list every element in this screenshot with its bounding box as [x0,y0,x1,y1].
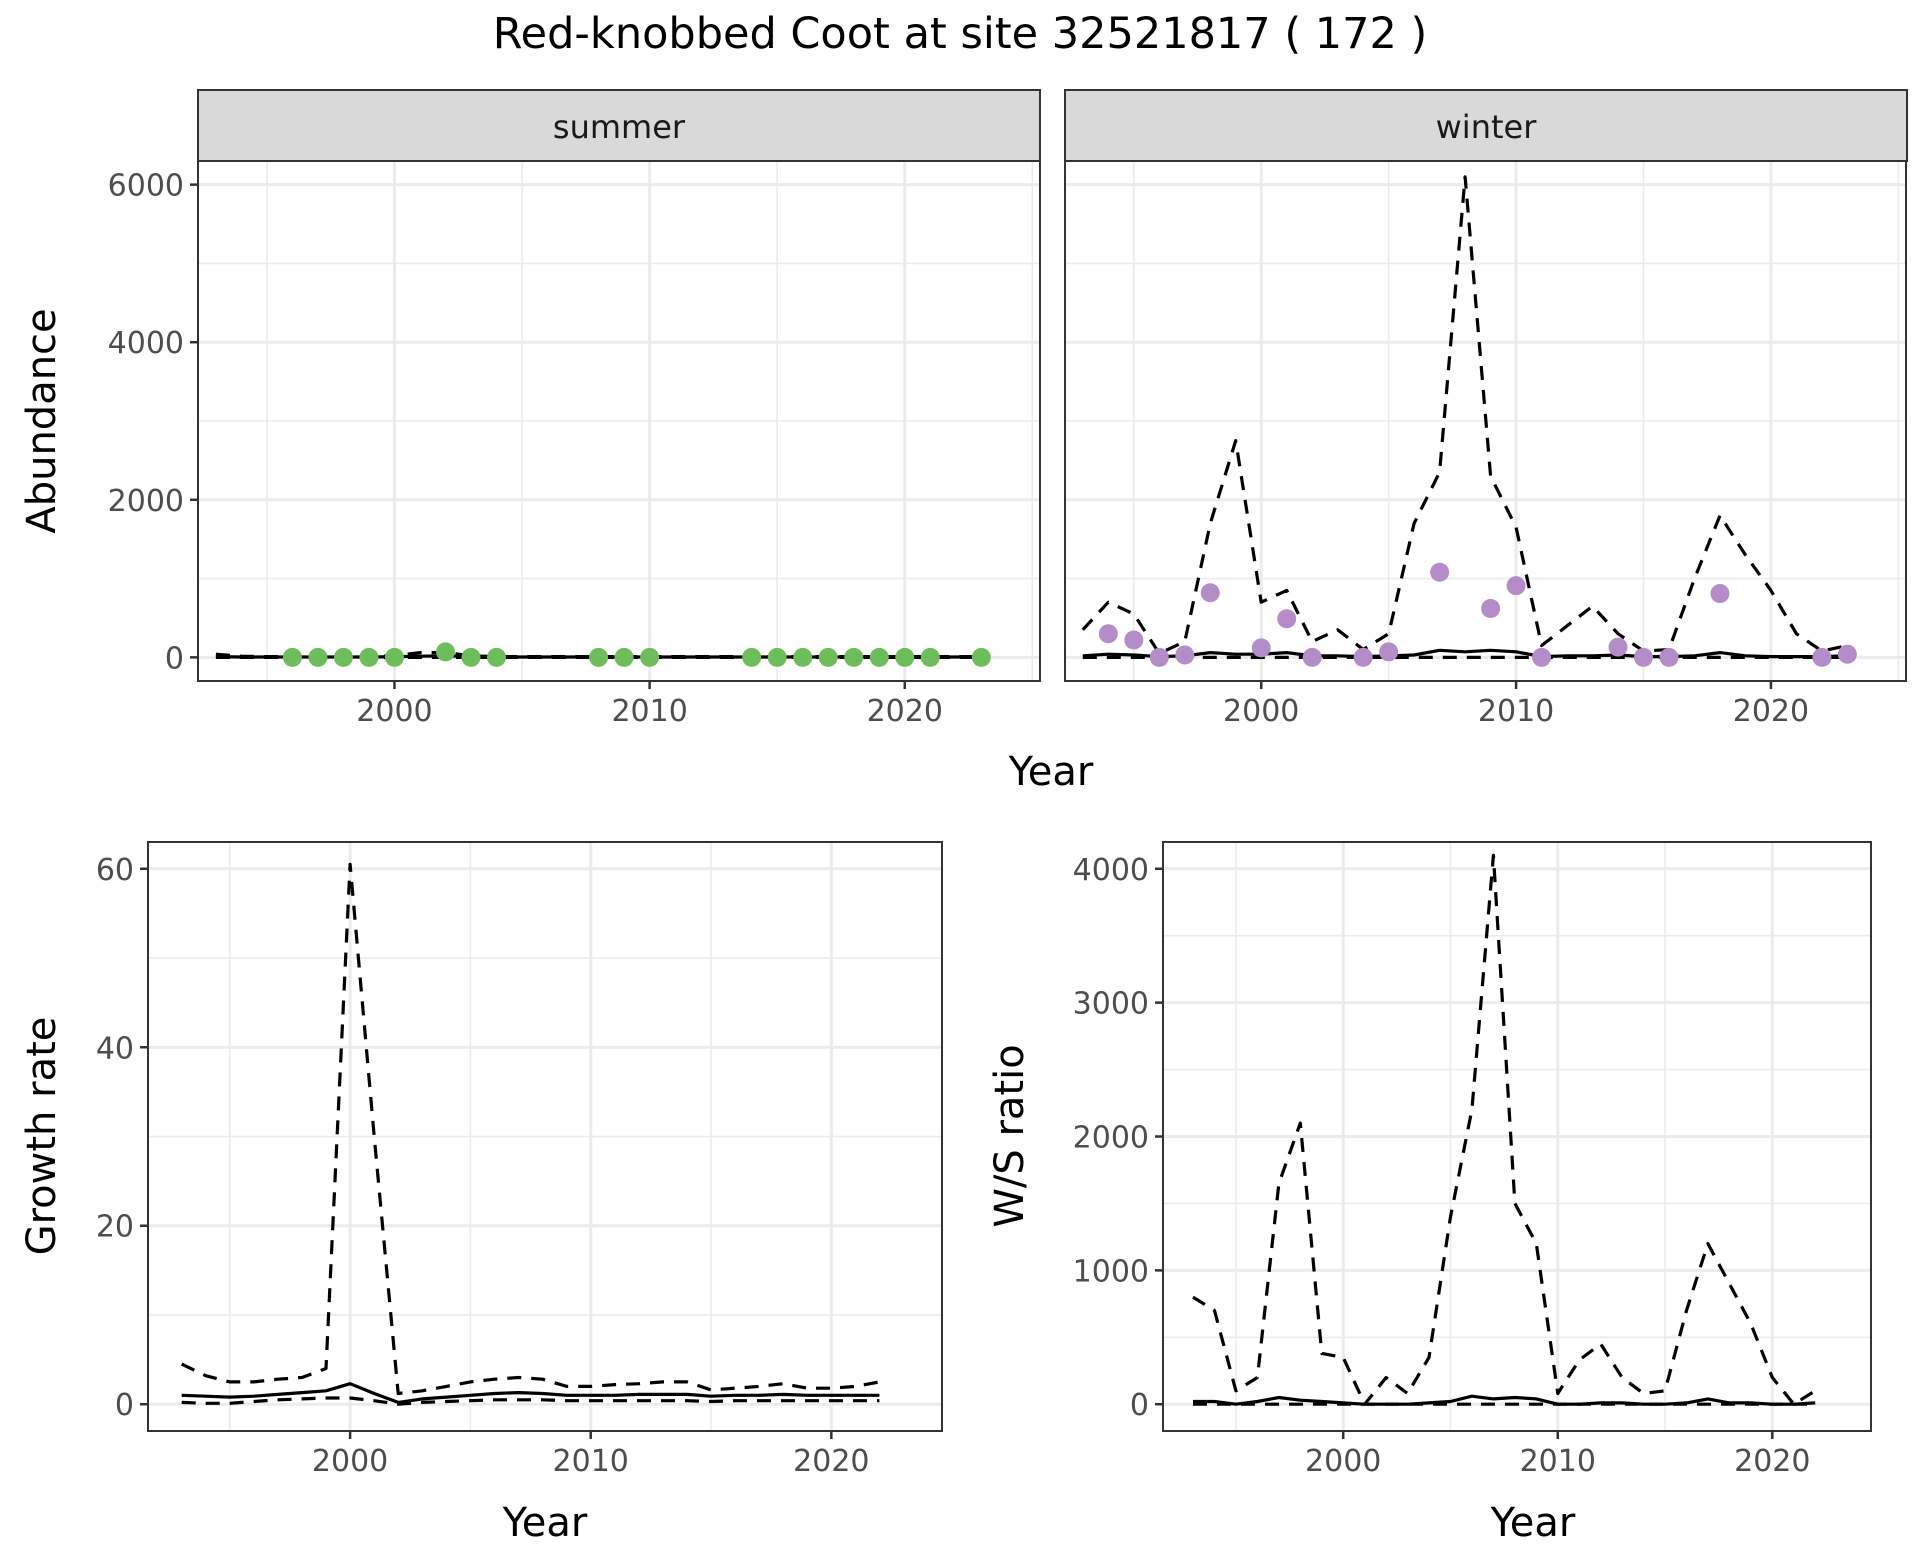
data-point [1175,645,1195,665]
x-tick-label: 2010 [1520,1444,1596,1479]
x-tick-label: 2020 [867,694,943,729]
plot-border [147,841,943,1432]
data-point [1277,609,1297,629]
data-point [384,647,404,667]
y-tick-label: 40 [96,1031,134,1066]
data-point [359,647,379,667]
chart-title: Red-knobbed Coot at site 32521817 ( 172 … [493,9,1428,59]
x-axis-label-growth: Year [502,1500,588,1546]
data-point [1302,647,1322,667]
x-tick-label: 2000 [356,694,432,729]
data-point [1149,647,1169,667]
y-tick-label: 60 [96,853,134,888]
data-point [793,647,813,667]
data-point [1200,583,1220,603]
data-point [818,647,838,667]
y-axis-label-ws: W/S ratio [987,1044,1033,1227]
panel-abundance-summer: 2000 2010 2020 0 2000 4000 6000 summer [108,89,1041,729]
x-tick-label: 2020 [1733,694,1809,729]
series-line-upper [1081,175,1848,655]
series-line-estimate [1193,1394,1816,1406]
data-point [844,647,864,667]
y-tick-label: 6000 [108,169,184,204]
y-axis-label-growth: Growth rate [19,1017,65,1256]
x-tick-label: 2020 [1734,1444,1810,1479]
y-tick-label: 4000 [1073,853,1149,888]
series-line-estimate [1082,648,1848,659]
data-point [1710,584,1730,604]
panel-ws-ratio: 2000 2010 2020 0 1000 2000 3000 4000 [1073,841,1872,1479]
data-point [1251,638,1271,658]
data-point [461,647,481,667]
data-point [589,647,609,667]
data-point [1353,647,1373,667]
strip-label-summer: summer [553,108,686,146]
data-point [282,647,302,667]
strip-label-winter: winter [1436,108,1538,146]
series-line-lower [181,1396,880,1406]
y-tick-label: 1000 [1073,1254,1149,1289]
data-point [614,647,634,667]
x-tick-label: 2000 [1305,1444,1381,1479]
y-tick-label: 0 [1130,1388,1149,1423]
x-axis-label-top: Year [1008,749,1094,795]
y-tick-label: 2000 [108,484,184,519]
panel-abundance-winter: 2000 2010 2020 winter [1064,89,1908,729]
data-point [895,647,915,667]
data-point [1098,624,1118,644]
y-axis-label-abundance: Abundance [19,308,65,533]
x-tick-label: 2010 [553,1444,629,1479]
x-tick-label: 2000 [1223,694,1299,729]
data-point [1430,562,1450,582]
data-point [308,647,328,667]
data-point [1634,647,1654,667]
data-point [1379,642,1399,662]
data-point [1124,630,1144,650]
data-point [1481,599,1501,619]
x-tick-label: 2010 [1478,694,1554,729]
y-tick-label: 0 [115,1388,134,1423]
series-line-estimate [181,1382,880,1404]
data-point [333,647,353,667]
data-point [1659,647,1679,667]
y-tick-label: 2000 [1073,1121,1149,1156]
data-point [971,647,991,667]
x-tick-label: 2010 [611,694,687,729]
y-tick-label: 20 [96,1210,134,1245]
panel-growth-rate: 2000 2010 2020 0 20 40 60 [96,841,943,1479]
y-tick-label: 3000 [1073,987,1149,1022]
data-point [435,642,455,662]
y-tick-label: 4000 [108,326,184,361]
y-tick-label: 0 [165,641,184,676]
data-point [767,647,787,667]
series-line-upper [1192,853,1817,1406]
x-axis-label-ws: Year [1490,1500,1576,1546]
data-point [869,647,889,667]
data-point [487,647,507,667]
x-tick-label: 2020 [793,1444,869,1479]
data-point [920,647,940,667]
data-point [1608,637,1628,657]
strip-bg [197,89,1041,162]
data-point [1532,647,1552,667]
x-tick-label: 2000 [312,1444,388,1479]
data-point [1812,647,1832,667]
strip-bg [1064,89,1908,162]
data-point [640,647,660,667]
data-point [1506,576,1526,596]
data-point [1837,644,1857,664]
data-point [742,647,762,667]
